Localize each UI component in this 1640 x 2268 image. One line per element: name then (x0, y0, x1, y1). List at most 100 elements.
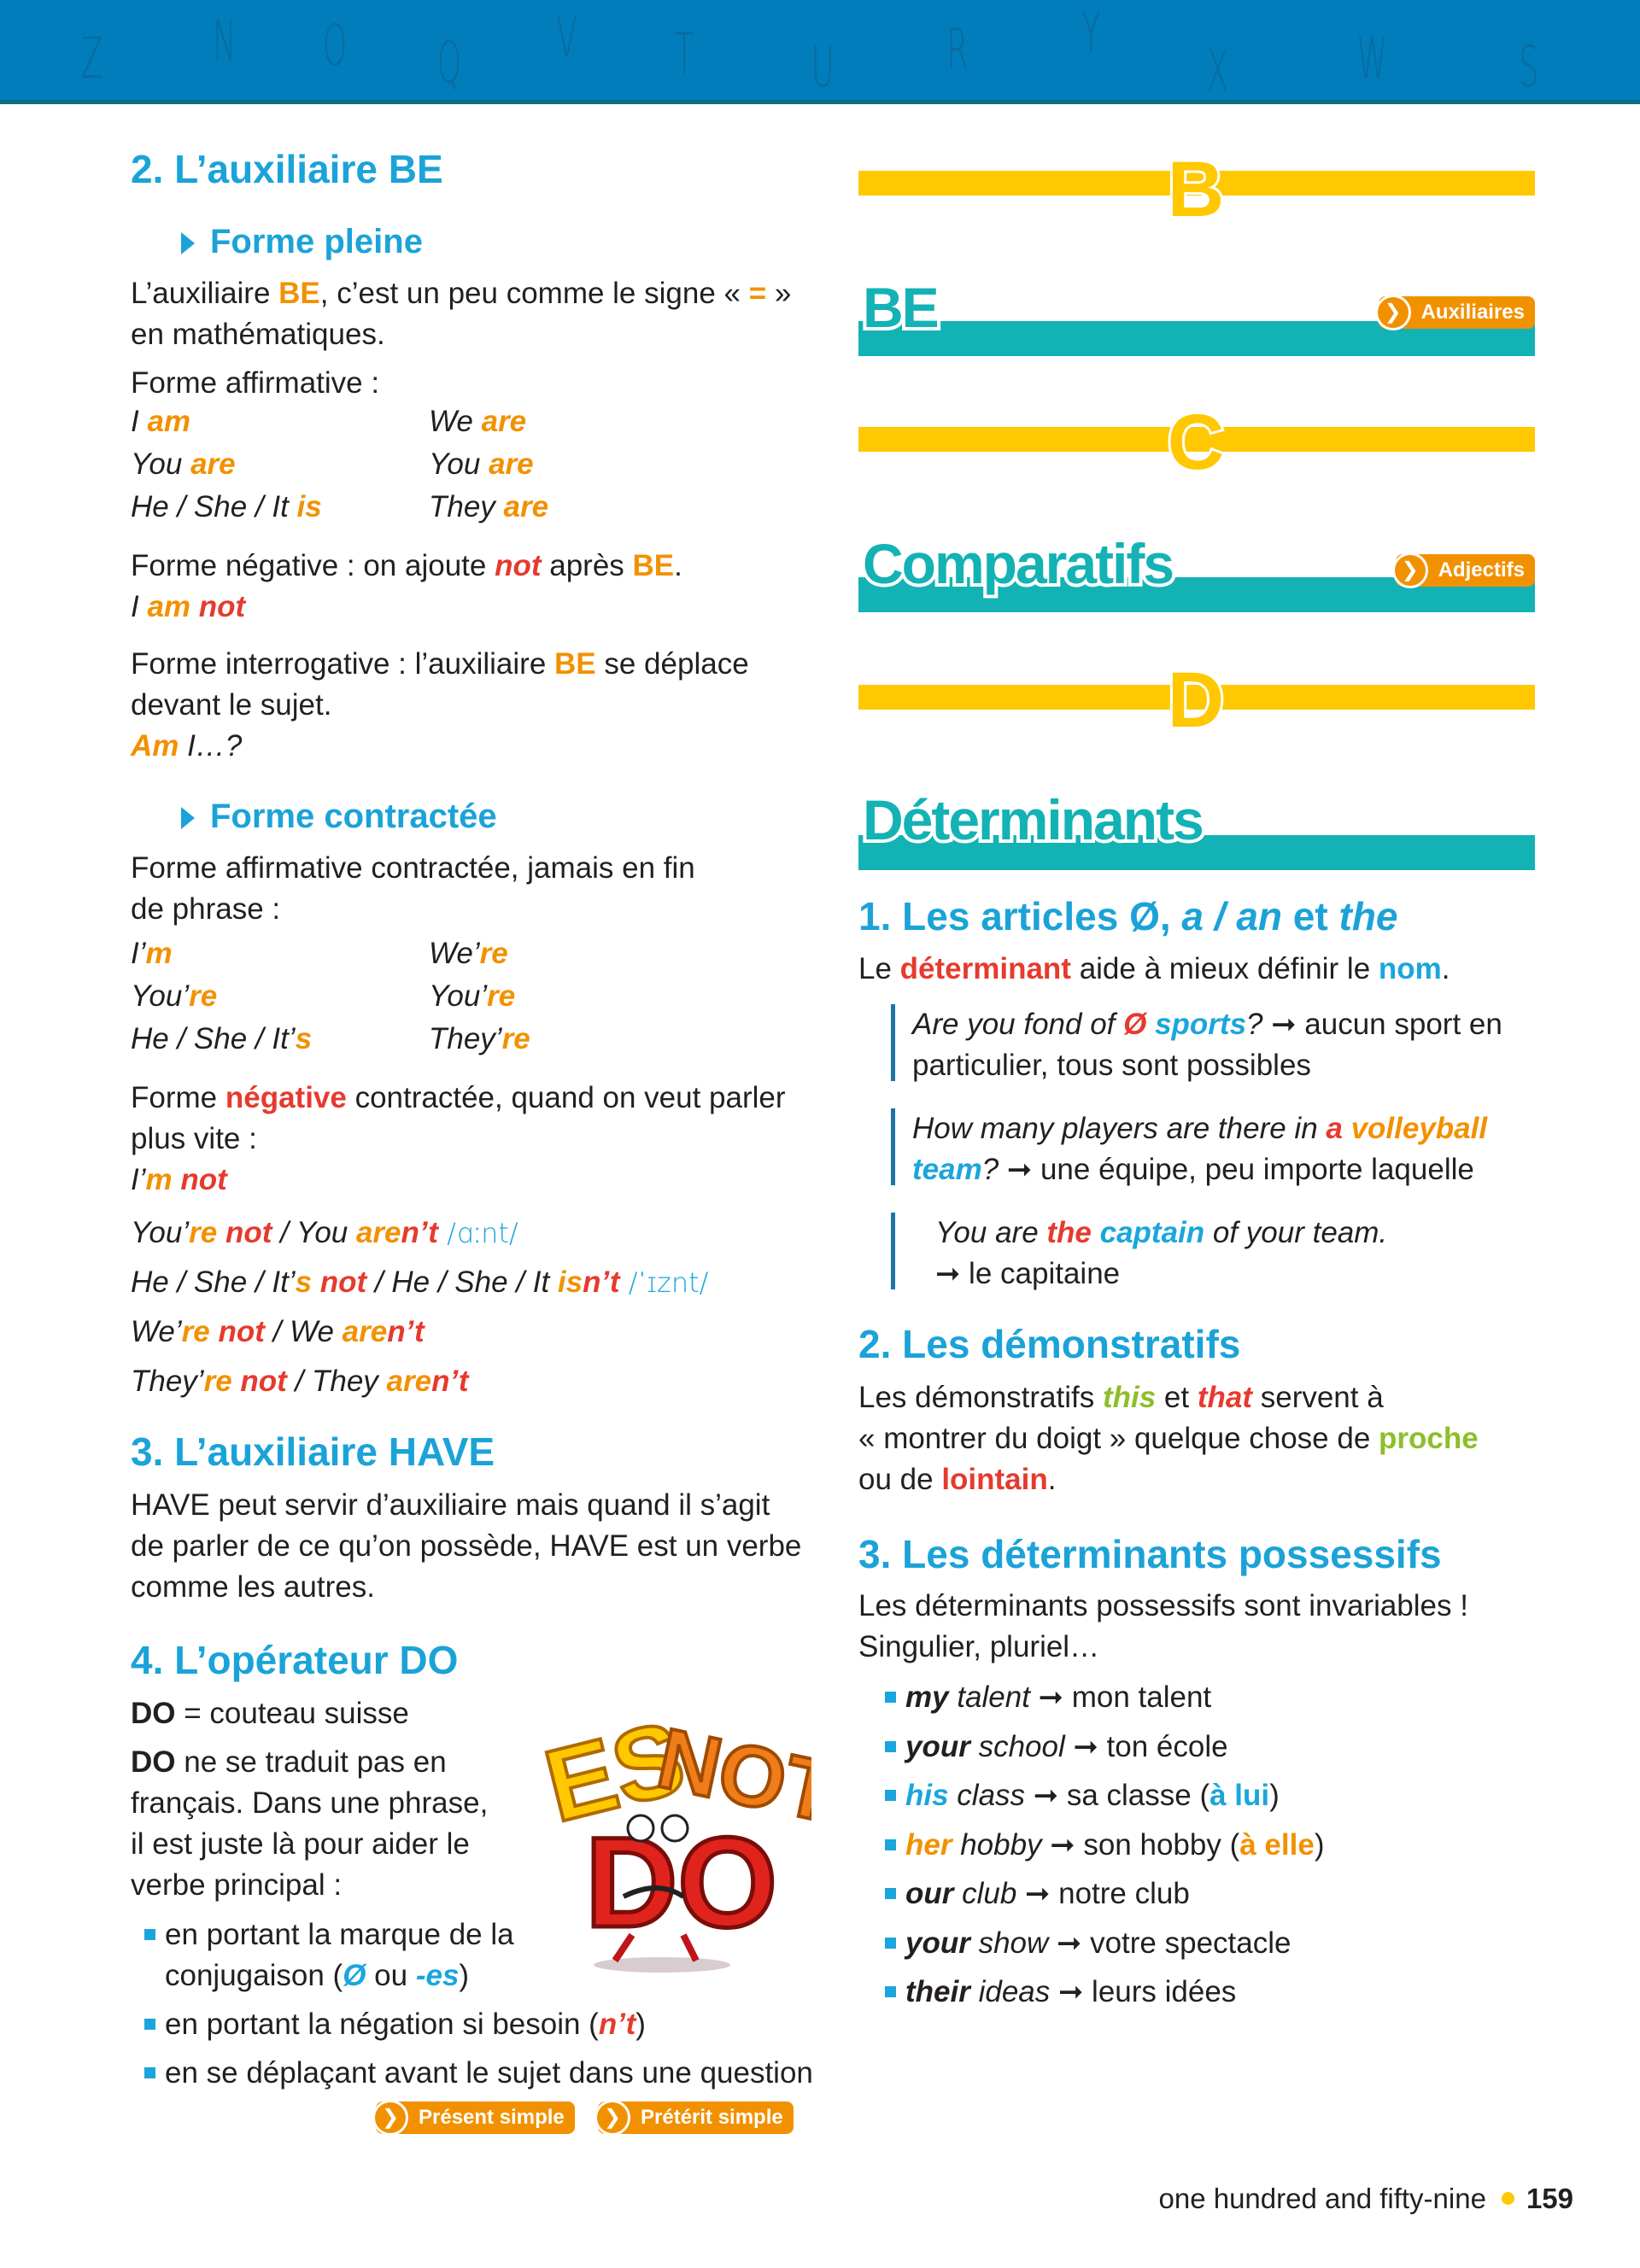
text-segment: They (429, 490, 495, 523)
text-segment: s (295, 1266, 313, 1299)
text-segment: après (541, 549, 633, 582)
text-segment: are (480, 447, 534, 481)
heading-demonstratifs: 2. Les démonstratifs (858, 1322, 1241, 1366)
chevron-right-icon: ❯ (1374, 295, 1411, 330)
text-segment: ➞ ton école (1064, 1729, 1228, 1763)
text-line: Are you fond of Ø sports? ➞ aucun sport … (912, 1004, 1502, 1045)
text-segment: not (231, 1365, 287, 1398)
text-segment: They’ (131, 1365, 204, 1398)
text-segment: I’ (131, 937, 146, 970)
text-segment: re (203, 1365, 232, 1398)
text-segment: ➞ le capitaine (935, 1257, 1121, 1290)
heading-articles: 1. Les articles Ø, a / an et the (858, 892, 1398, 940)
text-segment: déterminant (899, 952, 1071, 985)
decorative-letter: X (1207, 38, 1229, 104)
text-segment: ou de (858, 1463, 942, 1496)
text-segment: négative (225, 1081, 347, 1114)
text-segment: BE (632, 549, 675, 582)
decorative-letter: Q (436, 30, 462, 96)
text-segment: ? (1246, 1008, 1263, 1041)
text-segment: We’ (429, 937, 480, 970)
list-item: her hobby ➞ son hobby (à elle) (871, 1825, 1324, 1866)
text-line: en se déplaçant avant le sujet dans une … (165, 2053, 813, 2094)
text-segment: the (1046, 1216, 1092, 1249)
section-letter-c: C (1165, 397, 1227, 488)
text-line: « montrer du doigt » quelque chose de pr… (858, 1418, 1479, 1459)
link-adjectifs[interactable]: ❯ Adjectifs (1391, 552, 1535, 588)
table-cell: We are (429, 400, 727, 443)
text-segment: I…? (179, 729, 243, 763)
possessive-list: my talent ➞ mon talent your school ➞ ton … (871, 1677, 1324, 2021)
text-segment: am (138, 590, 191, 623)
text-segment: not (217, 1216, 272, 1249)
text-segment: talent (948, 1681, 1030, 1714)
decorative-letter: T (674, 21, 694, 87)
text-segment: s (295, 1022, 313, 1055)
table-cell: He / She / It’s (131, 1019, 429, 1060)
text-segment: a (1326, 1112, 1343, 1145)
text-segment: = couteau suisse (175, 1697, 409, 1730)
text-segment: volleyball (1342, 1112, 1488, 1145)
text-segment: are (355, 1216, 401, 1249)
text-segment: m (145, 937, 173, 970)
subheading-text: Forme contractée (210, 798, 497, 835)
text-segment: I (131, 405, 139, 438)
text-segment: n’t (387, 1315, 425, 1348)
table-cell: He / She / It is (131, 486, 429, 529)
page-number-words: one hundred and fifty-nine (1158, 2183, 1486, 2214)
text-segment: verbe principal : (131, 1868, 343, 1902)
text-segment: Forme affirmative contractée, jamais en … (131, 851, 695, 885)
text-segment: ou (366, 1959, 416, 1992)
text-segment: contractée, quand on veut parler (346, 1081, 786, 1114)
text-segment: n’t (598, 2008, 636, 2041)
text-line: en portant la négation si besoin (n’t) (165, 2004, 813, 2045)
text-segment: BE (554, 647, 596, 681)
para-intro: L’auxiliaire BE, c’est un peu comme le s… (131, 273, 791, 355)
text-line: You are the captain of your team. (935, 1213, 1387, 1254)
text-segment: ) (1269, 1779, 1280, 1812)
table-cell: We’re (429, 933, 727, 974)
do-character-illustration: ES NOT DO (533, 1698, 811, 1973)
text-line: Les démonstratifs this et that servent à (858, 1377, 1479, 1418)
text-segment: are (342, 1315, 388, 1348)
text-segment: aide à mieux définir le (1070, 952, 1379, 985)
text-segment: the (1338, 894, 1398, 938)
text-segment: et (1282, 894, 1339, 938)
text-segment: Les déterminants possessifs sont invaria… (858, 1589, 1468, 1622)
decorative-letter: O (322, 13, 348, 79)
link-auxiliaires[interactable]: ❯ Auxiliaires (1374, 295, 1535, 330)
text-segment: not (190, 590, 246, 623)
text-segment: n’t (583, 1266, 620, 1299)
table-row: You are You are (131, 443, 727, 486)
link-present-simple[interactable]: ❯ Présent simple (372, 2100, 575, 2136)
letter-bar-c (858, 427, 1535, 452)
text-line: L’auxiliaire BE, c’est un peu comme le s… (131, 273, 791, 314)
text-segment: lointain (941, 1463, 1048, 1496)
text-line: plus vite : (131, 1119, 786, 1160)
chevron-right-icon: ❯ (372, 2100, 408, 2136)
text-segment: You (429, 447, 481, 481)
list-item: our club ➞ notre club (871, 1873, 1324, 1914)
table-row: He / She / It is They are (131, 486, 727, 529)
example-1: Are you fond of Ø sports? ➞ aucun sport … (912, 1004, 1502, 1086)
text-line: Le déterminant aide à mieux définir le n… (858, 949, 1450, 990)
text-segment: not (209, 1315, 265, 1348)
para-negative: Forme négative : on ajoute not après BE.… (131, 546, 682, 628)
chevron-right-icon: ❯ (1391, 552, 1428, 588)
text-line: conjugaison (Ø ou -es) (165, 1955, 813, 1996)
table-row: I’m We’re (131, 933, 727, 976)
text-line: I am not (131, 587, 682, 628)
text-segment: particulier, tous sont possibles (912, 1049, 1311, 1082)
title-determinants: Déterminants (859, 785, 1208, 855)
text-segment: hobby (952, 1827, 1042, 1862)
text-segment: . (674, 549, 682, 582)
para-aff-label: Forme affirmative : (131, 363, 379, 404)
text-segment: are (386, 1365, 432, 1398)
example-2: How many players are there in a volleyba… (912, 1108, 1487, 1190)
text-segment: ➞ sa classe ( (1025, 1779, 1210, 1812)
table-affirmative: I am We are You are You are He / She / It is… (131, 400, 727, 529)
text-segment: » (766, 277, 792, 310)
link-preterit-simple[interactable]: ❯ Prétérit simple (594, 2100, 794, 2136)
text-line: They’re not / They aren’t (131, 1357, 708, 1406)
text-segment: devant le sujet. (131, 688, 332, 722)
